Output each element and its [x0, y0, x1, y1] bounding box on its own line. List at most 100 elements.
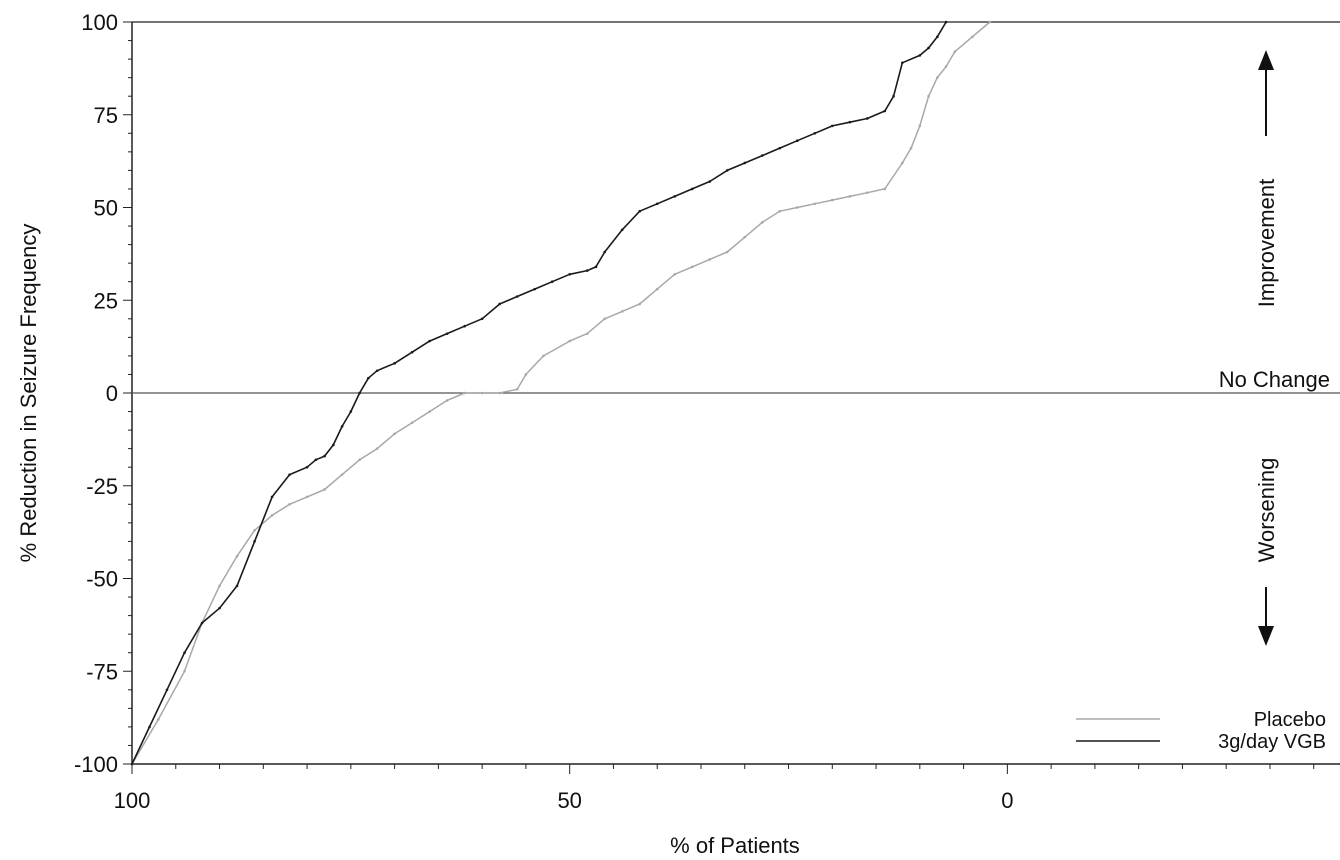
data-point: [830, 124, 834, 128]
data-point: [515, 295, 519, 298]
data-point: [568, 272, 571, 276]
data-point: [883, 187, 887, 191]
data-point: [909, 146, 913, 150]
y-tick-label: 25: [94, 288, 118, 313]
data-point: [778, 209, 782, 213]
data-point: [550, 280, 554, 284]
data-point: [690, 265, 694, 269]
data-point: [349, 410, 353, 413]
data-point: [944, 65, 948, 68]
y-tick-label: 50: [94, 196, 118, 221]
data-point: [673, 195, 677, 198]
data-point: [253, 528, 256, 532]
data-point: [795, 206, 799, 209]
data-point: [270, 514, 274, 517]
data-point: [848, 195, 852, 198]
legend-label: Placebo: [1254, 709, 1326, 731]
data-point: [253, 540, 256, 543]
data-point: [568, 339, 571, 343]
data-point: [358, 458, 361, 462]
data-point: [235, 554, 239, 558]
data-point: [428, 410, 431, 413]
data-point: [603, 317, 606, 321]
improvement-label: Improvement: [1254, 179, 1279, 307]
data-point: [892, 94, 895, 98]
data-point: [375, 369, 379, 373]
x-tick-label: 50: [557, 788, 581, 813]
data-point: [367, 376, 370, 380]
data-point: [813, 202, 817, 206]
y-tick-label: -25: [86, 474, 118, 499]
data-point: [655, 202, 659, 206]
worsening-arrow-head: [1258, 626, 1274, 646]
data-point: [743, 161, 747, 165]
data-point: [585, 332, 589, 335]
data-point: [760, 221, 764, 224]
y-axis-label: % Reduction in Seizure Frequency: [16, 224, 41, 563]
data-point: [375, 447, 379, 450]
data-point: [620, 310, 624, 313]
y-tick-label: -100: [74, 752, 118, 777]
data-point: [936, 35, 939, 39]
data-point: [638, 209, 642, 213]
data-point: [813, 132, 817, 135]
data-point: [428, 339, 431, 343]
data-point: [218, 584, 221, 588]
data-point: [515, 387, 519, 391]
y-tick-label: 100: [81, 10, 118, 35]
data-point: [585, 269, 589, 272]
data-point: [944, 20, 948, 24]
data-point: [340, 473, 344, 476]
data-point: [480, 317, 484, 321]
data-point: [445, 332, 449, 335]
data-point: [288, 473, 291, 476]
data-point: [323, 488, 326, 491]
data-point: [533, 287, 536, 291]
data-point: [288, 503, 291, 506]
data-point: [148, 725, 151, 729]
x-axis-label: % of Patients: [670, 833, 800, 858]
series-group: [130, 20, 948, 766]
data-point: [130, 762, 134, 766]
data-point: [918, 124, 922, 128]
data-point: [866, 191, 869, 194]
data-point: [393, 362, 396, 365]
data-point: [953, 50, 957, 53]
data-point: [927, 94, 930, 98]
data-point: [848, 120, 852, 124]
data-point: [620, 228, 624, 232]
data-point: [901, 161, 904, 165]
data-point: [603, 250, 606, 254]
annotations: No Change Improvement Worsening: [1219, 50, 1330, 646]
data-point: [270, 495, 274, 499]
data-point: [410, 421, 414, 424]
data-point: [498, 391, 501, 395]
data-point: [340, 425, 344, 428]
data-point: [445, 399, 449, 402]
data-point: [743, 235, 747, 239]
data-point: [218, 606, 221, 610]
worsening-label: Worsening: [1254, 458, 1279, 563]
data-point: [830, 198, 834, 202]
data-point: [971, 35, 974, 39]
data-point: [463, 391, 466, 395]
data-point: [673, 272, 677, 276]
series-line: [131, 21, 991, 765]
data-point: [183, 651, 186, 654]
data-point: [165, 688, 169, 692]
data-point: [866, 117, 869, 120]
y-tick-label: -75: [86, 659, 118, 684]
x-tick-label: 100: [114, 788, 151, 813]
data-point: [725, 250, 729, 254]
data-point: [305, 465, 309, 469]
axes: -100 -75 -50 -25 0 25 50 75 100 100 50 0 % of Patien…: [16, 10, 1340, 858]
improvement-arrow-head: [1258, 50, 1274, 70]
data-point: [305, 495, 309, 499]
series-layer: [130, 20, 992, 766]
data-point: [463, 324, 466, 328]
data-point: [332, 443, 335, 447]
data-point: [594, 265, 598, 269]
data-point: [638, 302, 642, 306]
